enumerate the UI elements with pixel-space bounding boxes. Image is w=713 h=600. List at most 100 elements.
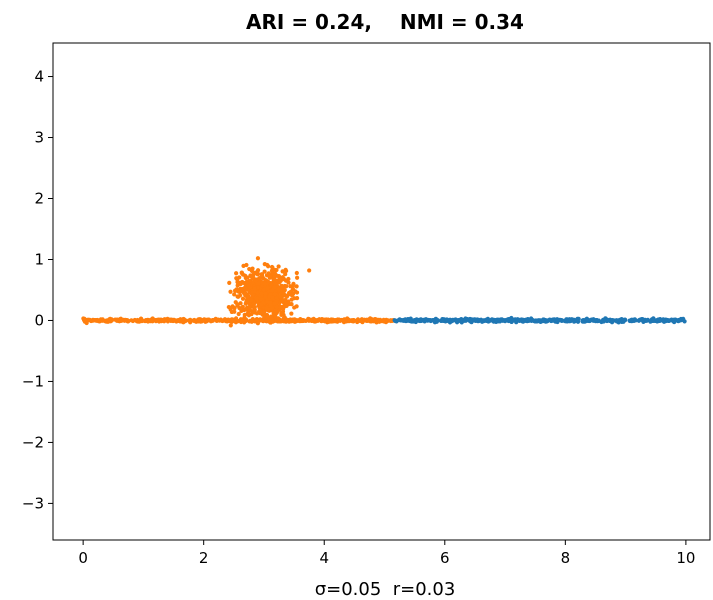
scatter-point-910 [276, 316, 281, 321]
scatter-point-436 [381, 317, 386, 322]
scatter-point-1109 [294, 270, 299, 276]
scatter-point-1718 [496, 318, 502, 324]
chart-title: ARI = 0.24, NMI = 0.34 [246, 10, 524, 34]
scatter-point-499 [201, 318, 207, 323]
scatter-point-506 [145, 317, 150, 322]
scatter-point-1107 [269, 282, 274, 288]
scatter-point-474 [192, 318, 197, 324]
scatter-point-497 [82, 318, 88, 323]
y-tick-label--3: −3 [22, 494, 44, 512]
scatter-point-1716 [651, 318, 656, 323]
scatter-point-1596 [393, 318, 398, 323]
scatter-point-1115 [239, 288, 244, 294]
scatter-point-449 [140, 318, 145, 323]
scatter-point-1150 [262, 269, 267, 274]
scatter-point-452 [115, 318, 120, 323]
scatter-point-1682 [517, 317, 522, 323]
scatter-point-1223 [295, 275, 300, 280]
scatter-point-1146 [268, 314, 274, 319]
scatter-point-1202 [273, 314, 278, 319]
scatter-point-473 [172, 318, 177, 323]
scatter-point-480 [223, 319, 229, 324]
scatter-point-1193 [258, 302, 263, 307]
scatter-point-835 [240, 296, 246, 301]
scatter-point-1044 [240, 304, 245, 309]
scatter-point-1721 [454, 318, 459, 324]
scatter-point-1119 [249, 298, 254, 303]
scatter-point-1212 [259, 291, 264, 296]
scatter-point-416 [94, 318, 99, 323]
scatter-point-1105 [262, 261, 267, 267]
scatter-point-1213 [284, 318, 289, 324]
scatter-points [81, 256, 687, 328]
scatter-point-463 [297, 318, 302, 323]
scatter-point-1199 [273, 308, 278, 313]
scatter-point-1084 [240, 317, 245, 322]
scatter-point-1078 [242, 312, 247, 317]
scatter-point-1218 [278, 278, 283, 283]
scatter-point-1705 [551, 318, 556, 323]
scatter-point-1722 [621, 319, 626, 324]
scatter-point-1219 [238, 281, 243, 287]
scatter-point-1211 [258, 297, 264, 302]
scatter-point-1668 [633, 318, 638, 323]
scatter-point-515 [118, 318, 123, 323]
scatter-point-1040 [279, 310, 284, 316]
scatter-point-1096 [237, 275, 242, 280]
y-tick-label-1: 1 [34, 250, 44, 268]
scatter-point-1743 [644, 318, 649, 323]
scatter-point-1711 [526, 318, 531, 323]
scatter-point-1177 [270, 288, 275, 293]
scatter-point-1687 [472, 317, 477, 322]
scatter-point-1167 [278, 294, 283, 299]
scatter-point-1221 [255, 256, 261, 261]
scatter-point-1077 [258, 310, 263, 315]
scatter-point-545 [255, 268, 261, 273]
scatter-point-1222 [228, 323, 233, 328]
scatter-point-1691 [407, 318, 413, 323]
y-tick-label-4: 4 [34, 68, 44, 86]
scatter-point-1735 [562, 318, 567, 324]
scatter-point-1689 [574, 318, 580, 323]
scatter-point-265 [309, 318, 314, 323]
scatter-point-912 [281, 316, 286, 321]
x-tick-label-2: 2 [199, 549, 209, 567]
scatter-point-658 [238, 301, 243, 306]
scatter-point-1693 [580, 319, 586, 324]
x-axis: 0 2 4 6 8 10 [78, 540, 695, 567]
scatter-point-1152 [246, 283, 251, 288]
scatter-point-1053 [228, 307, 233, 312]
x-tick-label-4: 4 [319, 549, 329, 567]
scatter-point-1706 [511, 318, 516, 323]
scatter-point-513 [99, 317, 104, 322]
scatter-point-989 [254, 311, 260, 316]
scatter-point-476 [109, 318, 114, 323]
scatter-point-1739 [521, 319, 526, 324]
scatter-point-1060 [291, 291, 296, 296]
scatter-point-1182 [256, 280, 261, 285]
scatter-point-1161 [246, 294, 251, 299]
scatter-point-957 [255, 321, 260, 326]
x-axis-label: σ=0.05 r=0.03 [315, 579, 456, 600]
scatter-point-1703 [440, 318, 445, 323]
scatter-point-496 [329, 317, 334, 322]
scatter-point-1214 [284, 303, 289, 308]
scatter-point-846 [227, 280, 232, 285]
scatter-point-457 [155, 317, 160, 323]
scatter-point-629 [234, 316, 239, 321]
scatter-point-1618 [418, 318, 423, 323]
scatter-point-1734 [672, 319, 677, 325]
scatter-point-1180 [288, 284, 293, 289]
scatter-point-1707 [532, 319, 537, 324]
scatter-point-434 [306, 316, 311, 321]
scatter-point-1184 [294, 304, 299, 309]
scatter-point-502 [376, 319, 381, 324]
scatter-point-788 [228, 289, 233, 294]
scatter-point-1733 [540, 318, 545, 323]
scatter-point-1210 [254, 296, 259, 301]
scatter-point-1169 [243, 291, 248, 296]
scatter-point-500 [134, 318, 140, 323]
scatter-point-517 [352, 318, 357, 323]
scatter-point-1142 [247, 305, 252, 310]
